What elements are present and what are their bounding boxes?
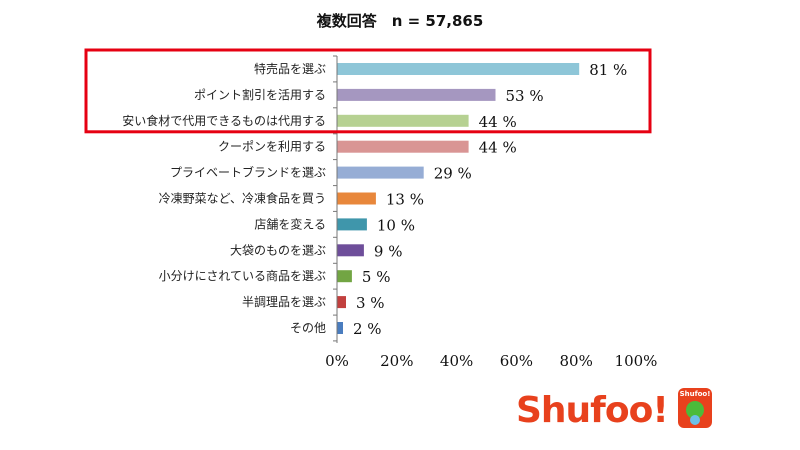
value-label-9: 3 %	[356, 294, 385, 312]
category-label-7: 大袋のものを選ぶ	[230, 243, 326, 257]
category-label-0: 特売品を選ぶ	[254, 61, 326, 76]
x-tick-label-1: 20%	[380, 352, 413, 370]
x-tick-label-4: 80%	[560, 352, 593, 370]
bar-1	[337, 88, 496, 101]
frog-badge-icon: Shufoo!	[678, 388, 712, 428]
x-tick-label-2: 40%	[440, 352, 473, 370]
value-label-8: 5 %	[362, 268, 391, 286]
bar-0	[337, 63, 580, 75]
value-label-5: 13 %	[386, 191, 424, 209]
x-tick-label-3: 60%	[500, 352, 533, 370]
value-label-7: 9 %	[374, 242, 403, 260]
frog-belly-icon	[690, 415, 700, 425]
logo-badge-label: Shufoo!	[679, 390, 711, 398]
bar-5	[337, 192, 376, 205]
highlight-box	[84, 48, 652, 134]
value-label-4: 29 %	[434, 165, 472, 183]
shufoo-logo: Shufoo! Shufoo!	[516, 386, 716, 436]
category-label-8: 小分けにされている商品を選ぶ	[159, 268, 326, 283]
value-label-3: 44 %	[479, 139, 517, 157]
value-label-0: 81 %	[589, 61, 627, 79]
value-label-6: 10 %	[377, 216, 415, 234]
x-tick-label-0: 0%	[325, 352, 349, 370]
category-label-4: プライベートブランドを選ぶ	[170, 165, 326, 180]
category-label-9: 半調理品を選ぶ	[242, 295, 326, 309]
bar-9	[337, 296, 346, 309]
value-label-1: 53 %	[506, 87, 544, 105]
bar-4	[337, 166, 424, 179]
category-label-6: 店舗を変える	[254, 216, 326, 231]
bar-8	[337, 270, 352, 283]
category-label-5: 冷凍野菜など、冷凍食品を買う	[159, 191, 326, 206]
bar-6	[337, 218, 367, 231]
category-label-1: ポイント割引を活用する	[194, 87, 326, 102]
bar-10	[337, 322, 343, 334]
category-label-2: 安い食材で代用できるものは代用する	[122, 113, 326, 128]
bar-7	[337, 244, 364, 257]
x-tick-label-5: 100%	[615, 352, 658, 370]
category-label-10: その他	[290, 321, 326, 335]
category-label-3: クーポンを利用する	[218, 140, 326, 154]
bar-3	[337, 140, 469, 153]
frog-icon	[686, 401, 704, 419]
value-label-10: 2 %	[353, 320, 382, 338]
chart-title: 複数回答 n = 57,865	[316, 12, 484, 30]
value-label-2: 44 %	[479, 113, 517, 131]
logo-wordmark: Shufoo!	[516, 390, 669, 431]
bar-2	[337, 114, 469, 127]
